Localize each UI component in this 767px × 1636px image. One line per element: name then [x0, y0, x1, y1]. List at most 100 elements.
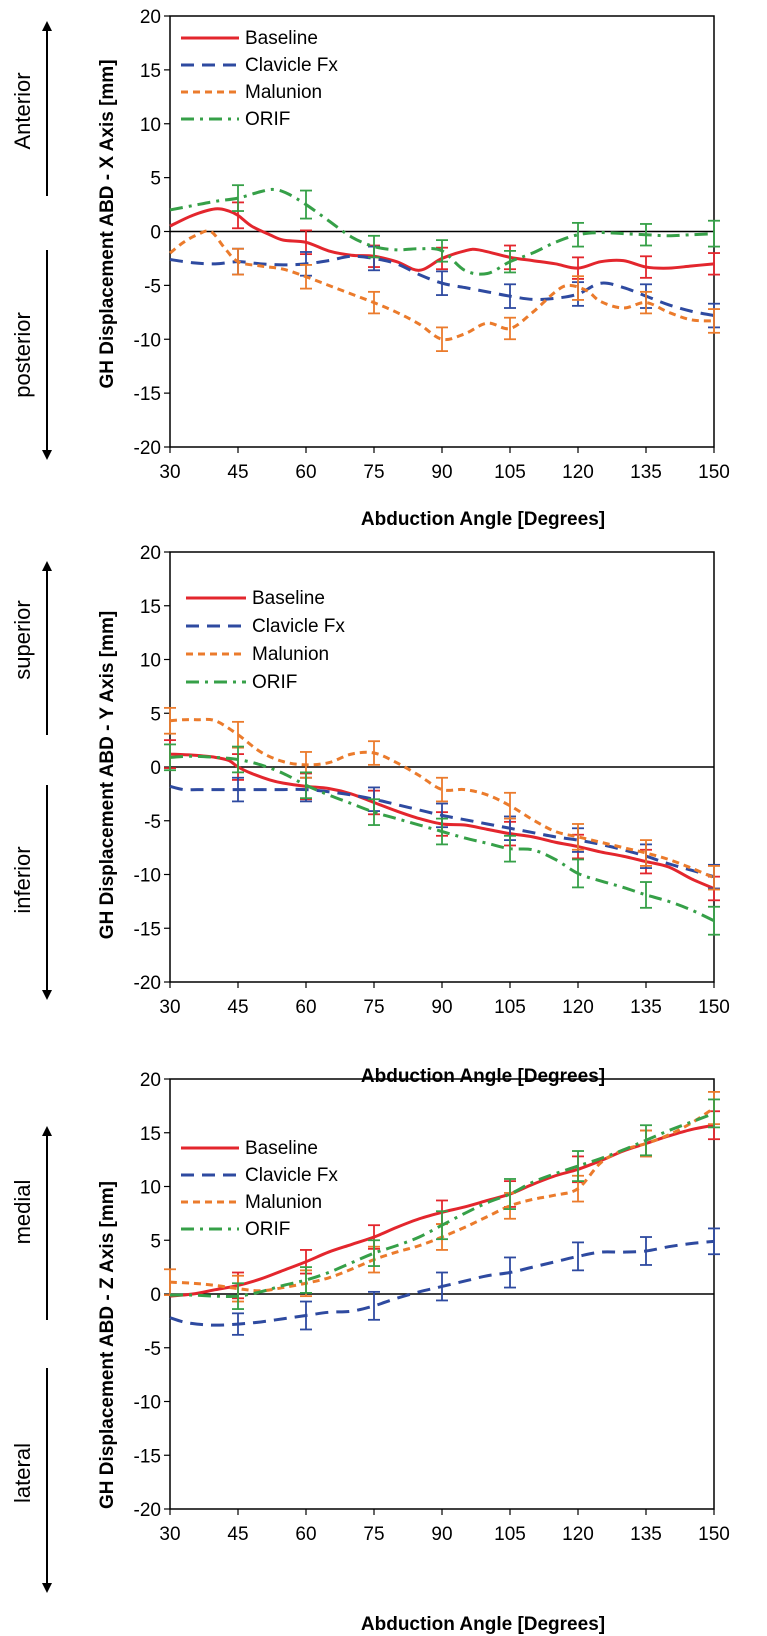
error-bar-malunion: [640, 290, 652, 315]
legend-label-clavicle-fx: Clavicle Fx: [245, 55, 338, 76]
error-bar-orif: [640, 1124, 652, 1157]
error-bar-baseline: [640, 255, 652, 279]
error-bar-clavicle-fx: [436, 1271, 448, 1302]
error-bar-orif: [708, 219, 720, 248]
y-tick-label: 0: [150, 1285, 161, 1306]
x-tick-label: 45: [227, 462, 248, 483]
x-tick-label: 45: [227, 997, 248, 1018]
legend-label-baseline: Baseline: [252, 588, 325, 609]
y-tick-label: 5: [150, 169, 161, 190]
y-tick-label: 15: [140, 597, 161, 618]
error-bar-malunion: [708, 308, 720, 334]
legend-label-clavicle-fx: Clavicle Fx: [245, 1165, 338, 1186]
series-orif: [164, 743, 720, 936]
error-bar-clavicle-fx: [504, 283, 516, 309]
direction-label-lower: inferior: [10, 846, 35, 913]
error-bar-orif: [504, 249, 516, 274]
error-bar-malunion: [504, 316, 516, 341]
x-tick-label: 60: [295, 997, 316, 1018]
error-bar-orif: [368, 798, 380, 826]
error-bar-clavicle-fx: [300, 1300, 312, 1331]
error-bar-orif: [436, 239, 448, 263]
legend: Baseline Clavicle Fx Malunion ORIF: [181, 1138, 338, 1240]
error-bar-malunion: [436, 326, 448, 353]
error-bar-malunion: [368, 290, 380, 315]
x-tick-label: 30: [159, 1524, 180, 1545]
series-line-baseline: [169, 207, 715, 272]
error-bar-baseline: [708, 252, 720, 276]
error-bar-malunion: [232, 247, 244, 276]
y-tick-label: 15: [140, 1124, 161, 1145]
x-tick-label: 30: [159, 997, 180, 1018]
y-tick-label: 0: [150, 223, 161, 244]
error-bar-orif: [504, 834, 516, 863]
legend: Baseline Clavicle Fx Malunion ORIF: [186, 588, 345, 693]
y-axis-title: GH Displacement ABD - Y Axis [mm]: [97, 611, 118, 939]
y-axis-title: GH Displacement ABD - Z Axis [mm]: [97, 1181, 118, 1509]
y-tick-label: -10: [134, 1393, 161, 1414]
series-line-orif: [169, 187, 715, 276]
y-tick-label: 0: [150, 758, 161, 779]
x-tick-label: 105: [494, 1524, 526, 1545]
series-clavicle-fx: [169, 1227, 720, 1336]
x-tick-label: 90: [431, 997, 452, 1018]
x-axis-title: Abduction Angle [Degrees]: [361, 1066, 605, 1087]
y-tick-label: -5: [144, 812, 161, 833]
error-bar-clavicle-fx: [640, 1236, 652, 1266]
x-tick-label: 135: [630, 462, 662, 483]
legend: Baseline Clavicle Fx Malunion ORIF: [181, 28, 338, 130]
chart-panel-z-axis: medial lateral GH Displacement ABD - Z A…: [10, 1070, 730, 1635]
y-tick-label: 10: [140, 1178, 161, 1199]
x-tick-label: 135: [630, 997, 662, 1018]
legend-label-baseline: Baseline: [245, 1138, 318, 1159]
error-bar-orif: [572, 858, 584, 889]
error-bar-malunion: [504, 791, 516, 820]
error-bar-clavicle-fx: [232, 1312, 244, 1336]
x-tick-label: 75: [363, 997, 384, 1018]
error-bar-orif: [232, 745, 244, 774]
y-tick-label: -20: [134, 1500, 161, 1521]
chart-panel-x-axis: Anterior posterior GH Displacement ABD -…: [10, 7, 730, 530]
error-bar-orif: [572, 1150, 584, 1183]
legend-label-malunion: Malunion: [252, 644, 329, 665]
error-bar-orif: [232, 1282, 244, 1310]
series-line-malunion: [169, 717, 715, 880]
legend-label-clavicle-fx: Clavicle Fx: [252, 616, 345, 637]
legend-label-orif: ORIF: [252, 672, 297, 693]
y-tick-label: 10: [140, 115, 161, 136]
error-bar-malunion: [572, 275, 584, 301]
error-bar-orif: [368, 1239, 380, 1267]
y-tick-label: -10: [134, 330, 161, 351]
chart-panel-y-axis: superior inferior GH Displacement ABD - …: [10, 543, 730, 1087]
x-tick-label: 120: [562, 997, 594, 1018]
x-tick-label: 105: [494, 997, 526, 1018]
y-tick-label: -15: [134, 384, 161, 405]
y-tick-label: 5: [150, 1231, 161, 1252]
series-line-clavicle-fx: [169, 784, 715, 879]
legend-label-malunion: Malunion: [245, 1192, 322, 1213]
direction-label-lower: lateral: [10, 1443, 35, 1503]
x-axis-title: Abduction Angle [Degrees]: [361, 509, 605, 530]
y-tick-label: -20: [134, 438, 161, 459]
error-bar-orif: [708, 1098, 720, 1129]
x-tick-label: 120: [562, 1524, 594, 1545]
x-tick-label: 135: [630, 1524, 662, 1545]
y-tick-label: 15: [140, 61, 161, 82]
direction-label-lower: posterior: [10, 312, 35, 398]
legend-label-orif: ORIF: [245, 109, 290, 130]
y-tick-label: -20: [134, 973, 161, 994]
x-tick-label: 150: [698, 1524, 730, 1545]
direction-label-upper: medial: [10, 1180, 35, 1245]
error-bar-orif: [436, 1210, 448, 1241]
series-malunion: [169, 229, 720, 353]
y-tick-label: 20: [140, 1070, 161, 1091]
x-tick-label: 60: [295, 462, 316, 483]
series-orif: [169, 1098, 720, 1310]
series-malunion: [164, 706, 720, 891]
y-axis-title: GH Displacement ABD - X Axis [mm]: [97, 59, 118, 388]
direction-label-upper: Anterior: [10, 72, 35, 149]
series-line-malunion: [169, 229, 715, 342]
error-bar-clavicle-fx: [368, 1290, 380, 1321]
legend-label-malunion: Malunion: [245, 82, 322, 103]
error-bar-malunion: [708, 865, 720, 891]
